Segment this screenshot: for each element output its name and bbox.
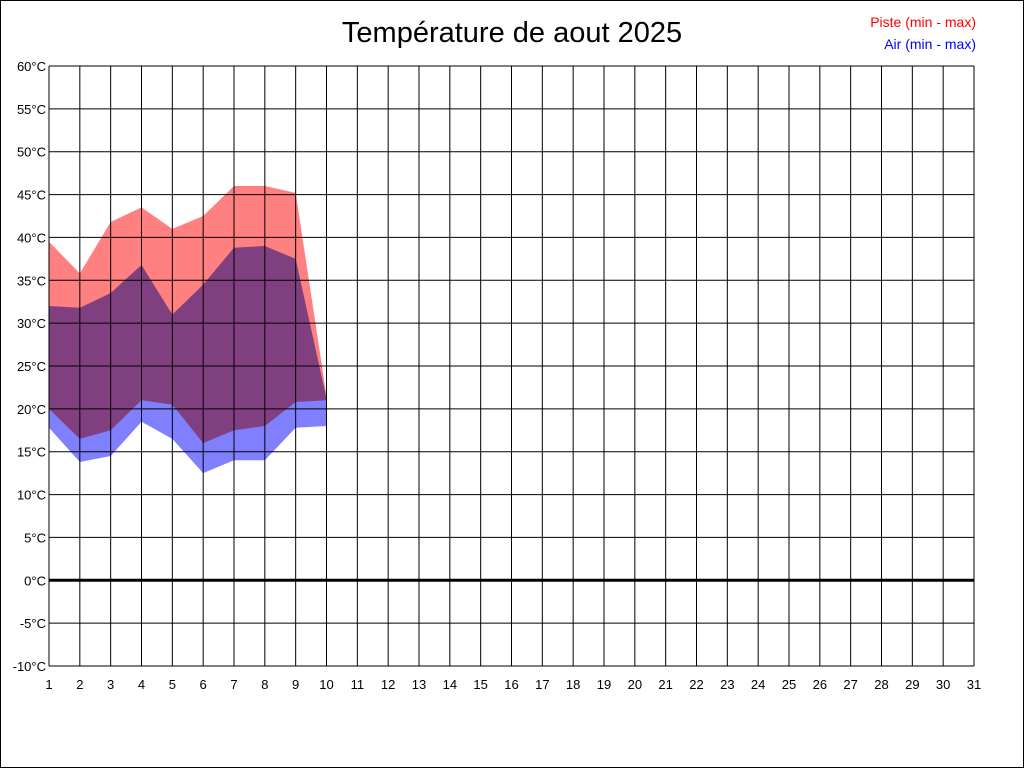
- chart-title: Température de aout 2025: [341, 17, 683, 49]
- y-tick-label: -5°C: [20, 616, 46, 631]
- x-tick-label: 16: [504, 677, 518, 692]
- x-tick-label: 3: [107, 677, 114, 692]
- y-tick-label: 30°C: [17, 316, 46, 331]
- x-tick-label: 12: [381, 677, 395, 692]
- y-tick-label: 15°C: [17, 445, 46, 460]
- y-tick-label: 10°C: [17, 488, 46, 503]
- y-tick-label: 0°C: [24, 573, 46, 588]
- y-tick-label: 50°C: [17, 145, 46, 160]
- x-tick-label: 9: [292, 677, 299, 692]
- x-tick-label: 7: [230, 677, 237, 692]
- y-tick-label: -10°C: [13, 659, 46, 674]
- x-tick-label: 25: [782, 677, 796, 692]
- x-tick-label: 11: [351, 677, 365, 692]
- y-tick-label: 25°C: [17, 359, 46, 374]
- x-tick-label: 14: [443, 677, 457, 692]
- y-tick-label: 55°C: [17, 102, 46, 117]
- x-tick-label: 27: [843, 677, 857, 692]
- x-tick-label: 17: [535, 677, 549, 692]
- y-tick-label: 60°C: [17, 59, 46, 74]
- x-tick-label: 4: [138, 677, 145, 692]
- x-tick-label: 15: [473, 677, 487, 692]
- y-tick-label: 5°C: [24, 530, 46, 545]
- x-tick-label: 28: [874, 677, 888, 692]
- x-tick-label: 18: [566, 677, 580, 692]
- x-tick-label: 10: [319, 677, 333, 692]
- y-tick-label: 20°C: [17, 402, 46, 417]
- y-tick-label: 45°C: [17, 188, 46, 203]
- x-tick-label: 24: [751, 677, 765, 692]
- series-band-air: [49, 246, 327, 474]
- x-tick-label: 6: [200, 677, 207, 692]
- y-tick-label: 35°C: [17, 273, 46, 288]
- x-tick-label: 29: [905, 677, 919, 692]
- x-tick-label: 30: [936, 677, 950, 692]
- x-tick-label: 22: [689, 677, 703, 692]
- x-tick-label: 8: [261, 677, 268, 692]
- x-tick-label: 31: [967, 677, 981, 692]
- y-tick-label: 40°C: [17, 230, 46, 245]
- x-tick-label: 5: [169, 677, 176, 692]
- x-tick-label: 26: [813, 677, 827, 692]
- x-tick-label: 21: [658, 677, 672, 692]
- x-tick-label: 1: [45, 677, 52, 692]
- x-tick-label: 19: [597, 677, 611, 692]
- legend-air: Air (min - max): [884, 36, 976, 52]
- legend-piste: Piste (min - max): [870, 14, 976, 30]
- x-tick-label: 23: [720, 677, 734, 692]
- x-tick-label: 2: [76, 677, 83, 692]
- x-tick-label: 20: [628, 677, 642, 692]
- x-tick-label: 13: [412, 677, 426, 692]
